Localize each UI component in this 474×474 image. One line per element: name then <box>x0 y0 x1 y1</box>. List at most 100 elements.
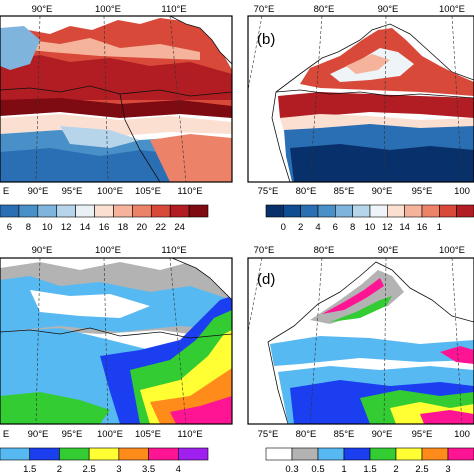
panel-d-colorbar-swatch-2 <box>317 447 345 461</box>
panel-a-bottom-label-3: 100°E <box>97 186 123 197</box>
panel-c-colorbar-label-2: 2.5 <box>83 464 96 474</box>
panel-d-top-label-0: 70°E <box>254 245 275 256</box>
panel-b-bottom-label-5: 100 <box>454 186 470 197</box>
panel-b-colorbar-label-0: 0 <box>281 222 286 233</box>
panel-a-meridian-100 <box>103 16 109 182</box>
panel-c-meridian-100 <box>103 258 109 424</box>
panel-a-colorbar-swatch-0 <box>0 204 20 218</box>
panel-d-label: (d) <box>257 271 275 288</box>
panel-c-colorbar-label-0: 1.5 <box>23 464 36 474</box>
panel-a-field-band <box>0 98 232 118</box>
panel-c-colorbar-swatch-0 <box>0 447 31 461</box>
panel-c-meridian-110 <box>169 258 187 424</box>
panel-a-bottom-label-2: 95°E <box>62 186 83 197</box>
panel-a-bottom-label-4: 105°E <box>135 186 161 197</box>
panel-a-colorbar-swatch-6 <box>113 204 133 218</box>
panel-c-colorbar-swatch-4 <box>118 447 149 461</box>
panel-a-top-label-0: 90°E <box>32 4 53 15</box>
panel-c-field-north-white <box>30 290 150 318</box>
panel-b-label: (b) <box>257 31 275 48</box>
panel-a-colorbar-label-9: 24 <box>174 222 185 233</box>
panel-a-outside-north <box>170 16 232 64</box>
panel-a-colorbar-label-1: 8 <box>26 222 31 233</box>
panel-a-border <box>0 85 232 97</box>
panel-b-colorbar-swatch-4 <box>335 204 353 218</box>
panel-b-meridian-80 <box>309 16 323 182</box>
panel-d-bottom-label-2: 85°E <box>334 429 355 440</box>
panel-c-bottom-label-0: E <box>3 429 9 440</box>
panel-b-field-south-dark <box>290 144 474 182</box>
panel-c: 90°E 100°E 110°E E 90°E 95°E 100°E 105°E… <box>0 245 233 474</box>
panel-b-bottom-label-1: 80°E <box>296 186 317 197</box>
panel-c-colorbar: 1.5 2 2.5 3 3.5 4 <box>0 447 209 474</box>
panel-a-colorbar-swatch-3 <box>56 204 76 218</box>
panel-b-colorbar-swatch-8 <box>404 204 423 218</box>
panel-b-colorbar-label-4: 8 <box>350 222 355 233</box>
panel-c-top-label-0: 90°E <box>32 245 53 256</box>
panel-d-meridian-70 <box>248 258 263 333</box>
panel-c-colorbar-label-4: 3.5 <box>142 464 155 474</box>
panel-a-colorbar-swatch-8 <box>150 204 171 218</box>
panel-d-meridian-100 <box>451 258 463 424</box>
panel-a-colorbar-label-3: 12 <box>61 222 72 233</box>
panel-d: (d) 70°E 80°E 90°E 100°E 75°E 80°E 85°E … <box>247 245 474 474</box>
panel-c-bottom-label-1: 90°E <box>28 429 49 440</box>
panel-d-colorbar-swatch-3 <box>343 447 371 461</box>
panel-c-bottom-label-4: 105°E <box>135 429 161 440</box>
panel-d-colorbar-label-4: 2 <box>393 464 398 474</box>
panel-a-field-south-pale <box>60 126 140 148</box>
panel-b-colorbar: 0 2 4 6 8 10 12 14 16 1 <box>265 204 474 233</box>
panel-a: 90°E 100°E 110°E E 90°E 95°E 100°E 105°E… <box>0 4 233 233</box>
panel-d-colorbar-label-5: 2.5 <box>415 464 428 474</box>
panel-b-colorbar-swatch-10 <box>439 204 457 218</box>
panel-d-colorbar-swatch-1 <box>291 447 319 461</box>
panel-a-colorbar-swatch-2 <box>37 204 58 218</box>
panel-a-colorbar-swatch-5 <box>94 204 114 218</box>
panel-d-top-label-2: 90°E <box>378 245 399 256</box>
panel-c-meridian-90 <box>35 258 41 424</box>
panel-a-colorbar-swatch-10 <box>188 204 209 218</box>
panel-a-field-north-dark <box>0 55 232 100</box>
panel-c-bottom-label-3: 100°E <box>97 429 123 440</box>
panel-a-colorbar-label-7: 20 <box>137 222 148 233</box>
panel-d-colorbar-swatch-7 <box>447 447 474 461</box>
panel-d-field-south-magenta <box>420 410 474 424</box>
panel-d-colorbar-swatch-5 <box>395 447 423 461</box>
panel-a-colorbar-label-0: 6 <box>7 222 12 233</box>
panel-b-colorbar-swatch-5 <box>352 204 371 218</box>
panel-b-colorbar-label-8: 16 <box>417 222 428 233</box>
panel-a-top-label-1: 100°E <box>95 4 121 15</box>
panel-d-colorbar-label-2: 1 <box>341 464 346 474</box>
panel-b-colorbar-label-7: 14 <box>399 222 410 233</box>
panel-d-meridian-90 <box>383 258 387 424</box>
panel-a-colorbar-swatch-1 <box>18 204 39 218</box>
panel-d-bottom-label-3: 90°E <box>372 429 393 440</box>
panel-b-colorbar-label-1: 2 <box>298 222 303 233</box>
panel-b-field-interior-2 <box>346 54 390 74</box>
panel-b-border <box>275 89 474 99</box>
panel-c-outside-north <box>172 258 232 300</box>
panel-d-colorbar-label-3: 1.5 <box>363 464 376 474</box>
panel-c-colorbar-label-5: 4 <box>176 464 181 474</box>
panel-b-bottom-label-4: 95°E <box>412 186 433 197</box>
panel-d-colorbar-label-1: 0.5 <box>311 464 324 474</box>
panel-b-colorbar-label-2: 4 <box>315 222 320 233</box>
panel-b-colorbar-label-5: 10 <box>365 222 376 233</box>
panel-a-bottom-label-5: 110°E <box>177 186 202 197</box>
panel-a-colorbar-label-8: 22 <box>155 222 166 233</box>
panel-a-border-3 <box>169 16 232 65</box>
panel-a-colorbar-label-5: 16 <box>99 222 110 233</box>
panel-b-colorbar-swatch-0 <box>265 204 284 218</box>
panel-b-meridian-90 <box>383 16 387 182</box>
panel-a-colorbar-label-6: 18 <box>118 222 129 233</box>
panel-b-top-label-0: 70°E <box>254 4 275 15</box>
panel-c-field-magenta <box>170 396 232 424</box>
panel-a-field-transition <box>0 114 232 136</box>
panel-a-border-2 <box>119 93 161 182</box>
panel-a-field-southeast <box>150 134 232 182</box>
panel-b-field-band <box>278 92 474 118</box>
panel-a-frame <box>0 15 233 183</box>
panel-a-field-west <box>0 26 40 70</box>
panel-d-bottom-label-4: 95°E <box>412 429 433 440</box>
panel-a-meridian-110 <box>169 16 187 182</box>
